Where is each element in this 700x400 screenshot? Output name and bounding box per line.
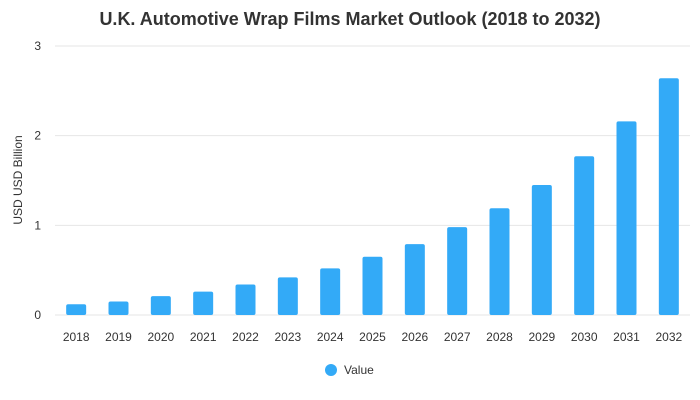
x-tick-label: 2024	[317, 330, 344, 344]
bar-2022[interactable]	[235, 284, 256, 315]
x-tick-label: 2021	[190, 330, 217, 344]
bar-2032[interactable]	[658, 78, 679, 315]
y-tick-label: 1	[34, 218, 41, 232]
bars	[66, 78, 679, 315]
x-tick-label: 2018	[63, 330, 90, 344]
bar-2024[interactable]	[320, 268, 341, 315]
bar-2023[interactable]	[277, 277, 298, 315]
bar-2029[interactable]	[531, 184, 552, 315]
x-tick-label: 2030	[571, 330, 598, 344]
bar-2027[interactable]	[447, 227, 468, 315]
bar-2026[interactable]	[404, 244, 425, 315]
legend-marker-value	[325, 364, 337, 376]
bar-2020[interactable]	[150, 296, 171, 315]
y-tick-label: 0	[34, 308, 41, 322]
bar-2031[interactable]	[616, 121, 637, 315]
x-tick-label: 2026	[401, 330, 428, 344]
x-tick-label: 2019	[105, 330, 132, 344]
legend[interactable]: Value	[325, 363, 374, 377]
bar-2019[interactable]	[108, 301, 129, 315]
y-tick-label: 2	[34, 129, 41, 143]
x-tick-label: 2027	[444, 330, 471, 344]
y-axis-label: USD USD Billion	[11, 135, 25, 224]
x-tick-label: 2025	[359, 330, 386, 344]
legend-label-value: Value	[344, 363, 374, 377]
x-tick-label: 2023	[274, 330, 301, 344]
y-tick-label: 3	[34, 39, 41, 53]
x-axis-ticks: 2018 2019 2020 2021 2022 2023 2024 2025 2026 2027…	[63, 330, 683, 344]
chart-title: U.K. Automotive Wrap Films Market Outloo…	[99, 9, 600, 29]
x-tick-label: 2022	[232, 330, 259, 344]
x-tick-label: 2032	[655, 330, 682, 344]
bar-2030[interactable]	[574, 156, 595, 315]
x-tick-label: 2029	[528, 330, 555, 344]
bar-2025[interactable]	[362, 256, 383, 315]
y-axis-ticks: 0 1 2 3	[34, 39, 41, 322]
bar-2018[interactable]	[66, 304, 87, 315]
x-tick-label: 2028	[486, 330, 513, 344]
x-tick-label: 2031	[613, 330, 640, 344]
bar-2021[interactable]	[193, 291, 214, 315]
bar-2028[interactable]	[489, 208, 510, 315]
x-tick-label: 2020	[147, 330, 174, 344]
